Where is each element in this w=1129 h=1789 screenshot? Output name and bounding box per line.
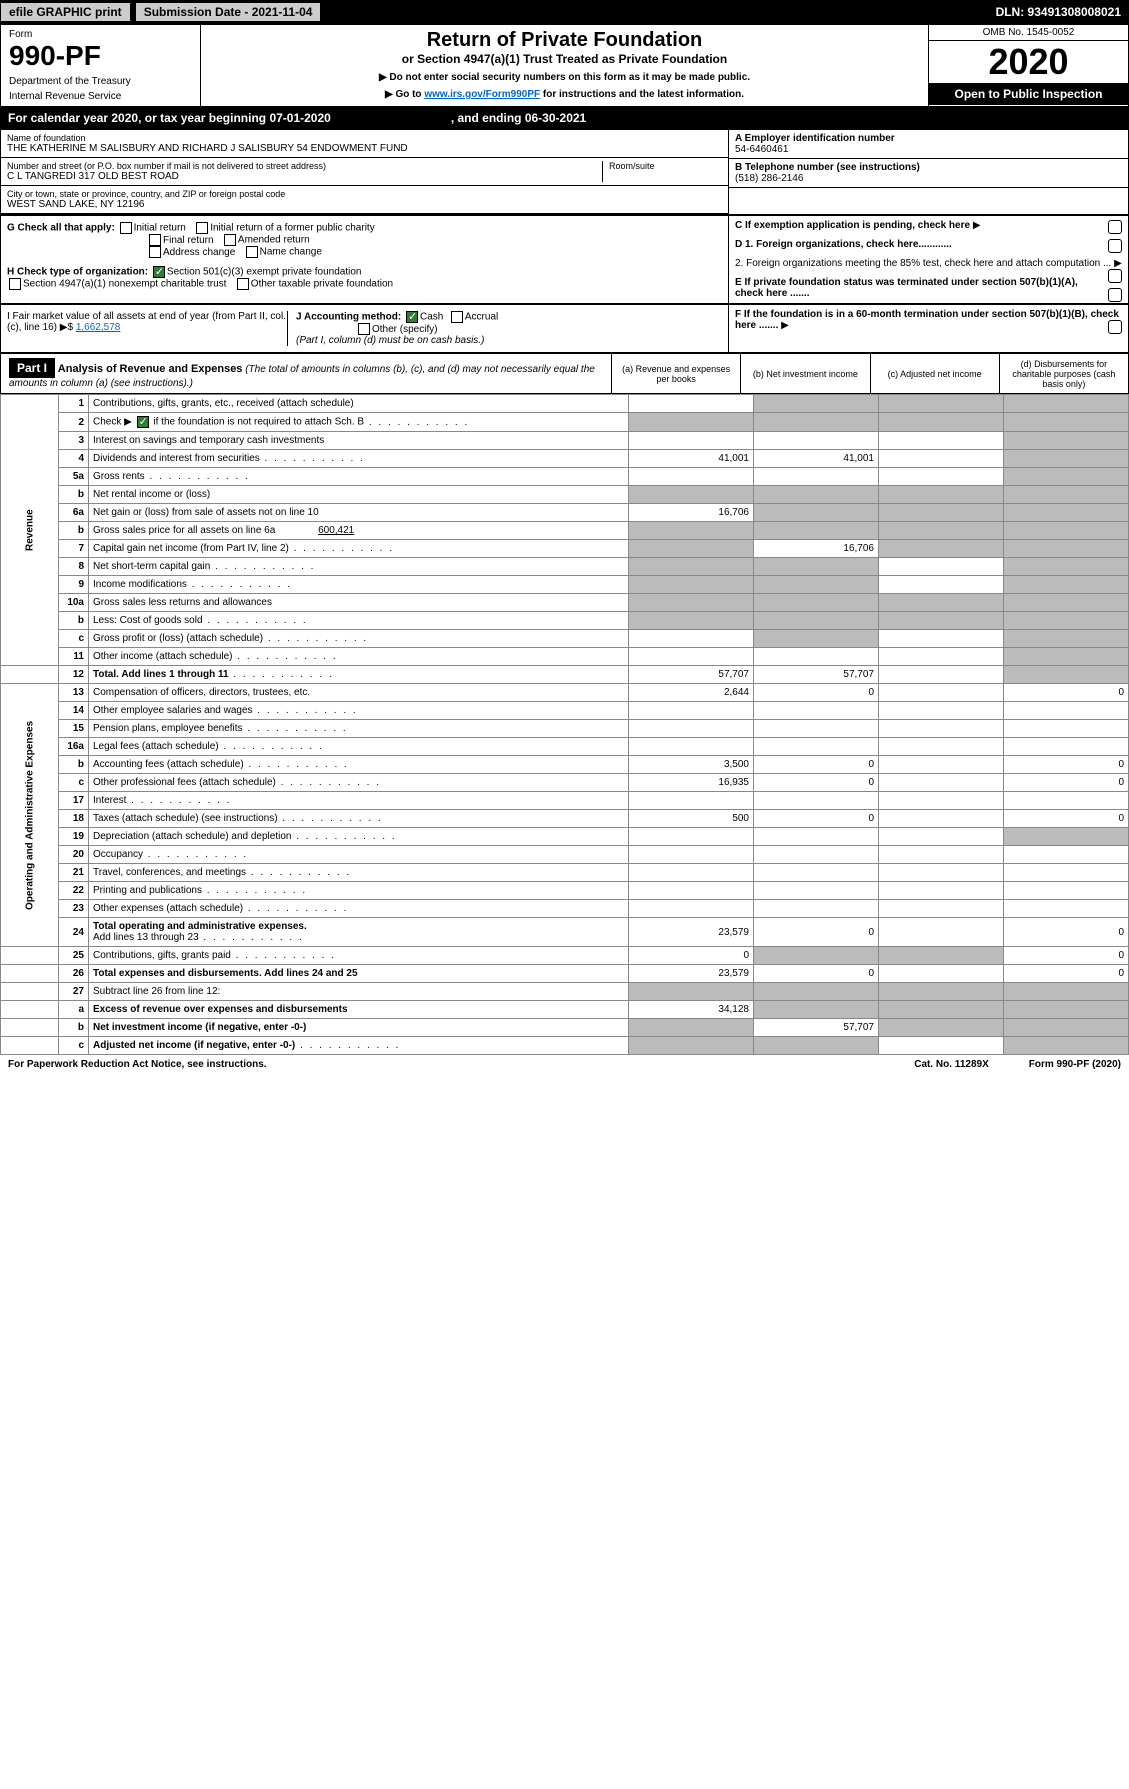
part1-label: Part I <box>9 358 55 378</box>
col-c: (c) Adjusted net income <box>870 354 999 393</box>
cb-cash[interactable] <box>406 311 418 323</box>
efile-btn[interactable]: efile GRAPHIC print <box>0 2 131 22</box>
footer: For Paperwork Reduction Act Notice, see … <box>0 1055 1129 1074</box>
note1: ▶ Do not enter social security numbers o… <box>205 72 924 83</box>
cb-f[interactable] <box>1108 320 1122 334</box>
cb-other-tax[interactable] <box>237 278 249 290</box>
cb-address[interactable] <box>149 246 161 258</box>
phone-cell: B Telephone number (see instructions) (5… <box>729 159 1128 188</box>
submission-btn[interactable]: Submission Date - 2021-11-04 <box>135 2 322 22</box>
section-e: E If private foundation status was termi… <box>729 273 1128 303</box>
cb-initial[interactable] <box>120 222 132 234</box>
col-d: (d) Disbursements for charitable purpose… <box>999 354 1128 393</box>
section-g-h: G Check all that apply: Initial return I… <box>0 215 1129 304</box>
ein-cell: A Employer identification number 54-6460… <box>729 130 1128 159</box>
title: Return of Private Foundation <box>205 29 924 52</box>
cb-amended[interactable] <box>224 234 236 246</box>
expenses-label: Operating and Administrative Expenses <box>1 684 59 947</box>
form-label: Form <box>9 29 192 40</box>
city-cell: City or town, state or province, country… <box>1 186 728 214</box>
info-block: Name of foundation THE KATHERINE M SALIS… <box>0 129 1129 215</box>
section-i-j: I Fair market value of all assets at end… <box>0 304 1129 353</box>
subtitle: or Section 4947(a)(1) Trust Treated as P… <box>205 52 924 66</box>
irs: Internal Revenue Service <box>9 91 192 102</box>
irs-link[interactable]: www.irs.gov/Form990PF <box>424 89 540 100</box>
main-table: Revenue 1Contributions, gifts, grants, e… <box>0 394 1129 1055</box>
revenue-label: Revenue <box>1 395 59 666</box>
cb-d1[interactable] <box>1108 239 1122 253</box>
cb-other-acct[interactable] <box>358 323 370 335</box>
col-b: (b) Net investment income <box>740 354 869 393</box>
cb-e[interactable] <box>1108 288 1122 302</box>
cb-name[interactable] <box>246 246 258 258</box>
tax-year: 2020 <box>929 41 1128 83</box>
cb-501c3[interactable] <box>153 266 165 278</box>
part1-header: Part I Analysis of Revenue and Expenses … <box>0 353 1129 394</box>
cb-c[interactable] <box>1108 220 1122 234</box>
dept: Department of the Treasury <box>9 76 192 87</box>
form-number: 990-PF <box>9 40 192 72</box>
note2: ▶ Go to www.irs.gov/Form990PF for instru… <box>205 89 924 100</box>
header-left: Form 990-PF Department of the Treasury I… <box>1 25 201 106</box>
section-f: F If the foundation is in a 60-month ter… <box>729 305 1128 335</box>
section-d1: D 1. Foreign organizations, check here..… <box>729 235 1128 254</box>
section-g: G Check all that apply: Initial return I… <box>7 222 722 258</box>
cal-year-bar: For calendar year 2020, or tax year begi… <box>0 107 1129 129</box>
fmv-val: 1,662,578 <box>76 322 121 333</box>
form-header: Form 990-PF Department of the Treasury I… <box>0 24 1129 107</box>
dln: DLN: 93491308008021 <box>996 5 1129 19</box>
section-c: C If exemption application is pending, c… <box>729 216 1128 235</box>
cb-initial-former[interactable] <box>196 222 208 234</box>
col-a: (a) Revenue and expenses per books <box>611 354 740 393</box>
name-cell: Name of foundation THE KATHERINE M SALIS… <box>1 130 728 158</box>
address-cell: Number and street (or P.O. box number if… <box>1 158 728 186</box>
open-public: Open to Public Inspection <box>929 83 1128 105</box>
omb: OMB No. 1545-0052 <box>929 25 1128 41</box>
cb-final[interactable] <box>149 234 161 246</box>
top-bar: efile GRAPHIC print Submission Date - 20… <box>0 0 1129 24</box>
section-h: H Check type of organization: Section 50… <box>7 266 722 290</box>
header-mid: Return of Private Foundation or Section … <box>201 25 928 106</box>
header-right: OMB No. 1545-0052 2020 Open to Public In… <box>928 25 1128 106</box>
cb-4947[interactable] <box>9 278 21 290</box>
section-d2: 2. Foreign organizations meeting the 85%… <box>729 254 1128 273</box>
cb-schb[interactable] <box>137 416 149 428</box>
cb-accrual[interactable] <box>451 311 463 323</box>
